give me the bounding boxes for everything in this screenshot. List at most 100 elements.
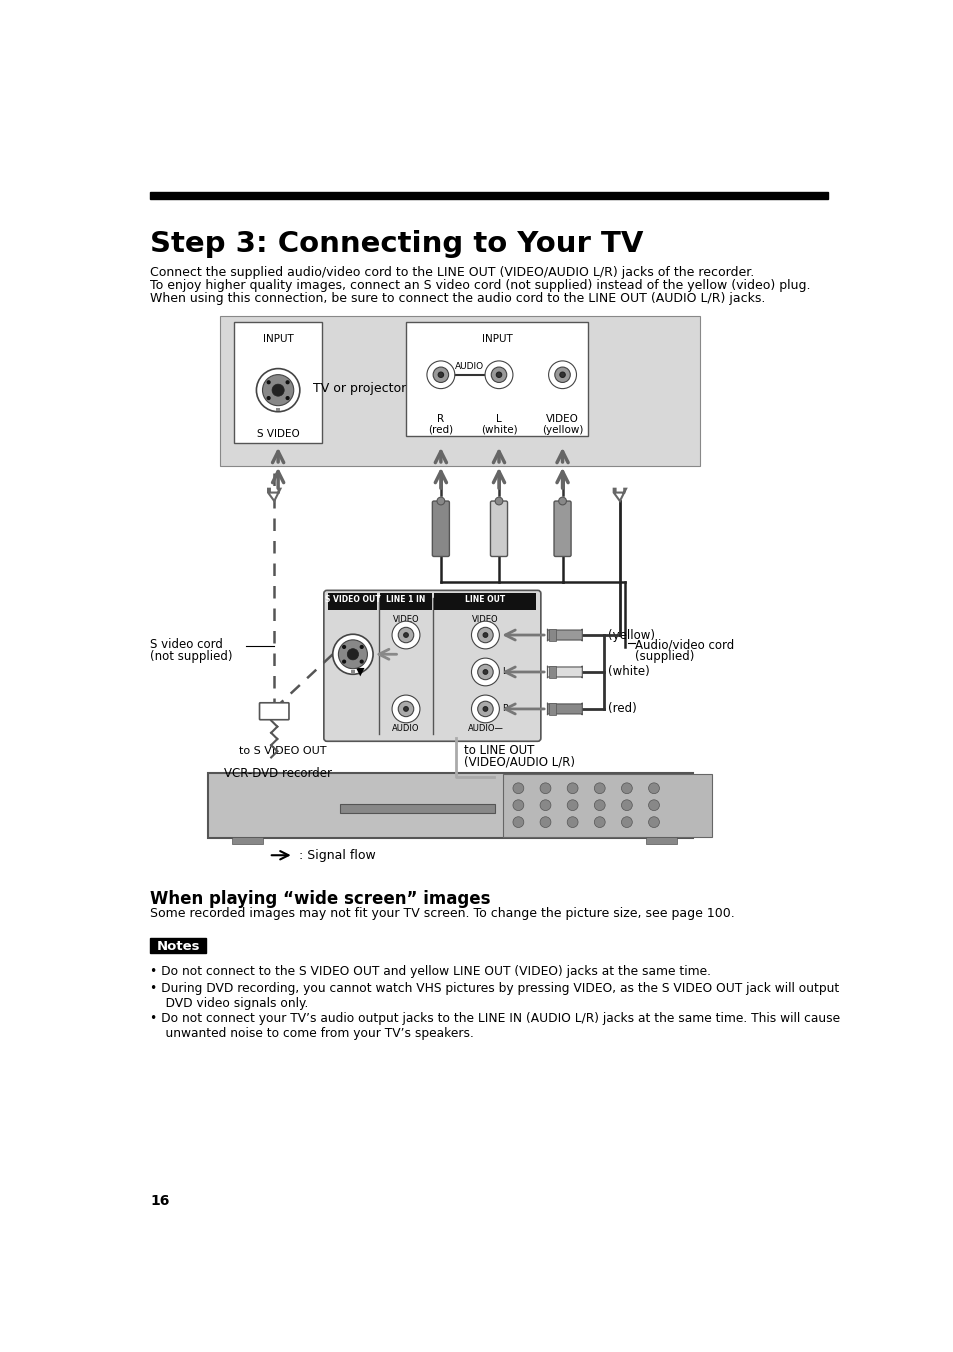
Text: (supplied): (supplied)	[634, 650, 693, 664]
Circle shape	[342, 660, 345, 662]
Circle shape	[620, 800, 632, 811]
Circle shape	[567, 800, 578, 811]
Text: To enjoy higher quality images, connect an S video cord (not supplied) instead o: To enjoy higher quality images, connect …	[150, 280, 810, 292]
Circle shape	[648, 783, 659, 794]
Text: AUDIO: AUDIO	[455, 362, 484, 370]
Text: When playing “wide screen” images: When playing “wide screen” images	[150, 890, 490, 909]
Text: • During DVD recording, you cannot watch VHS pictures by pressing VIDEO, as the : • During DVD recording, you cannot watch…	[150, 983, 839, 1010]
Bar	[645, 837, 677, 845]
Circle shape	[539, 817, 550, 827]
Text: L: L	[502, 668, 507, 676]
Circle shape	[347, 649, 358, 660]
Bar	[232, 837, 262, 845]
Text: R: R	[436, 414, 444, 425]
Circle shape	[267, 381, 270, 384]
Circle shape	[397, 702, 414, 717]
Circle shape	[555, 366, 570, 383]
Circle shape	[513, 783, 523, 794]
Text: VIDEO: VIDEO	[393, 615, 419, 625]
Circle shape	[360, 660, 363, 662]
Text: L: L	[496, 414, 501, 425]
Circle shape	[482, 669, 487, 675]
FancyBboxPatch shape	[547, 665, 581, 679]
Circle shape	[392, 621, 419, 649]
Circle shape	[437, 372, 443, 377]
Circle shape	[558, 498, 566, 504]
Bar	[220, 316, 700, 466]
Text: to S VIDEO OUT: to S VIDEO OUT	[239, 746, 327, 756]
Circle shape	[491, 366, 506, 383]
Text: Notes: Notes	[156, 940, 200, 953]
Text: AUDIO—: AUDIO—	[467, 725, 503, 733]
Circle shape	[397, 627, 414, 642]
FancyBboxPatch shape	[547, 703, 581, 715]
Circle shape	[620, 783, 632, 794]
Text: (white): (white)	[608, 665, 649, 679]
Text: TV or projector: TV or projector	[313, 383, 406, 395]
Circle shape	[477, 627, 493, 642]
Circle shape	[286, 381, 289, 384]
Text: (red): (red)	[608, 703, 637, 715]
Text: to LINE OUT: to LINE OUT	[464, 745, 534, 757]
Text: (white): (white)	[480, 425, 517, 435]
Circle shape	[267, 396, 270, 399]
Bar	[328, 594, 377, 610]
Circle shape	[496, 372, 501, 377]
Text: AUDIO: AUDIO	[392, 725, 419, 733]
Text: VIDEO: VIDEO	[545, 414, 578, 425]
Circle shape	[539, 800, 550, 811]
Bar	[350, 671, 355, 673]
FancyBboxPatch shape	[259, 703, 289, 719]
Circle shape	[471, 621, 498, 649]
Text: (VIDEO/AUDIO L/R): (VIDEO/AUDIO L/R)	[464, 756, 575, 769]
Circle shape	[403, 707, 408, 711]
Circle shape	[262, 375, 294, 406]
Text: INPUT: INPUT	[481, 334, 512, 343]
Bar	[548, 629, 556, 641]
Circle shape	[482, 707, 487, 711]
Circle shape	[471, 658, 498, 685]
Text: LINE 1 IN: LINE 1 IN	[386, 595, 425, 604]
Bar	[379, 594, 432, 610]
Text: S VIDEO: S VIDEO	[256, 430, 299, 439]
Circle shape	[539, 783, 550, 794]
Text: When using this connection, be sure to connect the audio cord to the LINE OUT (A: When using this connection, be sure to c…	[150, 292, 765, 306]
FancyBboxPatch shape	[208, 773, 692, 838]
Circle shape	[594, 800, 604, 811]
Text: S video cord: S video cord	[150, 638, 223, 652]
Polygon shape	[613, 488, 625, 502]
Circle shape	[548, 361, 576, 388]
Text: (red): (red)	[428, 425, 453, 435]
Circle shape	[594, 783, 604, 794]
Text: INPUT: INPUT	[262, 334, 294, 343]
Bar	[275, 408, 280, 411]
Circle shape	[286, 396, 289, 399]
Circle shape	[594, 817, 604, 827]
Circle shape	[471, 695, 498, 723]
FancyBboxPatch shape	[432, 502, 449, 557]
Bar	[233, 322, 322, 443]
Circle shape	[567, 817, 578, 827]
Circle shape	[427, 361, 455, 388]
Circle shape	[648, 817, 659, 827]
Text: (yellow): (yellow)	[608, 629, 655, 641]
Text: • Do not connect your TV’s audio output jacks to the LINE IN (AUDIO L/R) jacks a: • Do not connect your TV’s audio output …	[150, 1011, 840, 1040]
Circle shape	[484, 361, 513, 388]
Circle shape	[403, 633, 408, 637]
Circle shape	[333, 634, 373, 675]
Bar	[502, 775, 711, 837]
Circle shape	[620, 817, 632, 827]
Circle shape	[360, 645, 363, 649]
Text: Step 3: Connecting to Your TV: Step 3: Connecting to Your TV	[150, 230, 643, 258]
Text: VIDEO: VIDEO	[472, 615, 498, 625]
Text: R: R	[502, 704, 508, 714]
Circle shape	[648, 800, 659, 811]
Polygon shape	[268, 488, 280, 502]
Text: Connect the supplied audio/video cord to the LINE OUT (VIDEO/AUDIO L/R) jacks of: Connect the supplied audio/video cord to…	[150, 266, 754, 280]
Circle shape	[433, 366, 448, 383]
Circle shape	[513, 817, 523, 827]
FancyBboxPatch shape	[490, 502, 507, 557]
Circle shape	[477, 702, 493, 717]
Text: • Do not connect to the S VIDEO OUT and yellow LINE OUT (VIDEO) jacks at the sam: • Do not connect to the S VIDEO OUT and …	[150, 965, 711, 979]
FancyBboxPatch shape	[323, 591, 540, 741]
